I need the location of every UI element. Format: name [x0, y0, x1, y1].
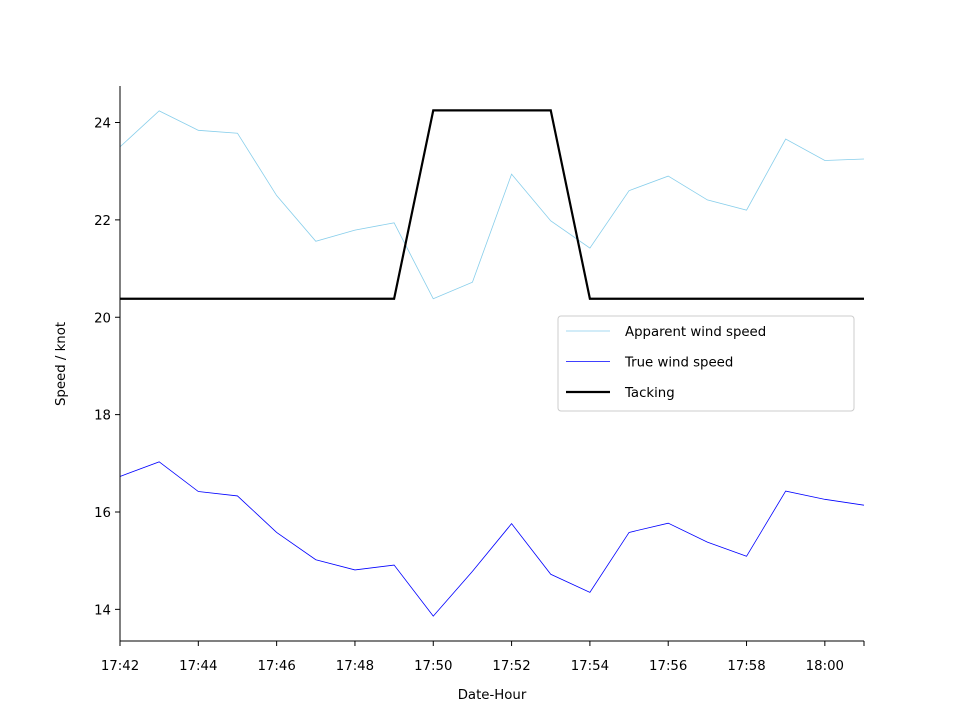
axes-layer — [119, 86, 864, 642]
legend-label-apparent-wind-speed: Apparent wind speed — [625, 325, 766, 340]
x-tick-label: 17:46 — [257, 659, 295, 674]
x-tick-label: 17:42 — [101, 659, 139, 674]
y-tick-label: 24 — [94, 117, 111, 132]
legend-frame — [557, 315, 855, 412]
x-tick-label: 17:56 — [649, 659, 687, 674]
x-axis-label: Date-Hour — [458, 688, 527, 703]
series-line-tacking — [120, 109, 864, 300]
x-tick-label: 18:00 — [806, 659, 844, 674]
y-axis-label: Speed / knot — [54, 322, 69, 406]
series-layer — [119, 109, 865, 617]
ticks-layer: 14 16 18 20 22 24 17:42 17:44 17:46 17:48 17:50 17:… — [94, 117, 865, 674]
y-tick-label: 14 — [94, 603, 111, 618]
y-tick-label: 22 — [94, 214, 111, 229]
x-tick-label: 17:48 — [336, 659, 374, 674]
x-tick-label: 17:52 — [492, 659, 530, 674]
y-tick-label: 16 — [94, 506, 111, 521]
series-line-apparent-wind-speed — [119, 110, 865, 300]
legend-label-tacking: Tacking — [624, 386, 675, 401]
x-tick-label: 17:44 — [179, 659, 217, 674]
x-tick-label: 17:54 — [571, 659, 609, 674]
x-tick-label: 17:50 — [414, 659, 452, 674]
series-line-true-wind-speed — [119, 461, 865, 617]
legend-label-true-wind-speed: True wind speed — [624, 356, 733, 371]
y-tick-label: 18 — [94, 409, 111, 424]
legend: Apparent wind speed True wind speed Tackin… — [557, 315, 855, 412]
x-tick-label: 17:58 — [727, 659, 765, 674]
y-tick-label: 20 — [94, 311, 111, 326]
